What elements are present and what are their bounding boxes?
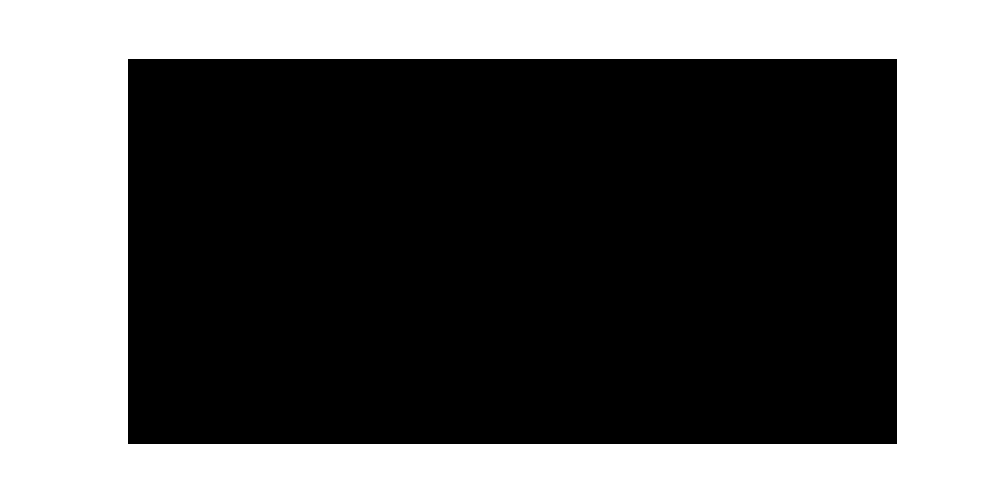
word-cloud — [128, 59, 897, 444]
